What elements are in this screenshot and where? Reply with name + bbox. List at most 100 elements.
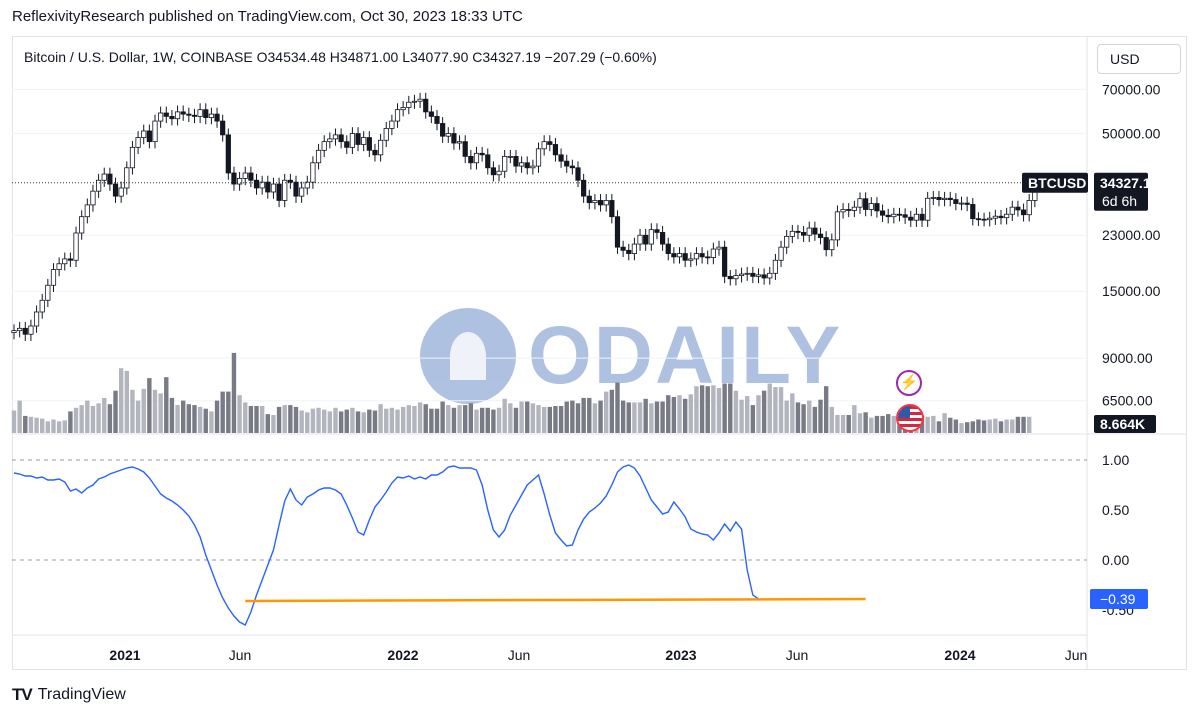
volume-bar bbox=[592, 403, 598, 433]
candle-body bbox=[473, 152, 480, 164]
candle-body bbox=[699, 253, 705, 258]
candle bbox=[84, 198, 90, 224]
volume-bar bbox=[733, 390, 739, 433]
candle-body bbox=[361, 137, 367, 145]
us-flag-icon[interactable] bbox=[896, 404, 924, 432]
candle-body bbox=[524, 162, 530, 169]
candle bbox=[112, 177, 119, 203]
candle bbox=[885, 208, 891, 224]
volume-bar bbox=[305, 412, 310, 433]
candle bbox=[829, 233, 835, 257]
candle-body bbox=[321, 141, 327, 151]
volume-bar bbox=[17, 400, 22, 433]
candle-body bbox=[637, 234, 643, 245]
volume-bar bbox=[40, 418, 45, 433]
volume-bar bbox=[333, 407, 338, 433]
candle bbox=[665, 237, 671, 261]
volume-bar bbox=[948, 417, 953, 433]
candle bbox=[208, 107, 214, 125]
candle-body bbox=[124, 167, 130, 189]
candle bbox=[50, 263, 57, 292]
candle-body bbox=[22, 327, 28, 335]
volume-bar bbox=[463, 405, 468, 433]
volume-bar bbox=[107, 404, 113, 433]
candle bbox=[992, 209, 998, 225]
volume-bar bbox=[412, 406, 417, 433]
volume-bar bbox=[169, 397, 175, 433]
candle bbox=[772, 253, 779, 281]
candle bbox=[558, 148, 564, 168]
candle-body bbox=[236, 178, 243, 185]
volume-bar bbox=[637, 402, 643, 433]
volume-bar bbox=[711, 385, 716, 433]
candle bbox=[253, 173, 260, 195]
volume-bar bbox=[310, 408, 316, 433]
candle-body bbox=[620, 246, 626, 251]
candle bbox=[473, 146, 480, 170]
candle-body bbox=[366, 137, 372, 151]
candle bbox=[778, 240, 784, 267]
candle bbox=[575, 161, 581, 187]
candle bbox=[648, 223, 654, 251]
volume-bar bbox=[626, 402, 631, 433]
volume-bar bbox=[682, 398, 688, 433]
volume-bar bbox=[598, 400, 603, 433]
candle-body bbox=[141, 130, 147, 138]
candle bbox=[451, 127, 457, 150]
lightning-icon[interactable]: ⚡ bbox=[896, 370, 922, 396]
candle-body bbox=[507, 155, 513, 158]
candle bbox=[73, 226, 79, 267]
volume-bar bbox=[446, 405, 451, 433]
candle bbox=[299, 181, 305, 203]
candle bbox=[389, 114, 395, 136]
volume-bar bbox=[942, 413, 947, 433]
candle-body bbox=[389, 120, 395, 129]
candle-body bbox=[784, 235, 790, 248]
volume-bar bbox=[130, 389, 135, 433]
candle-body bbox=[299, 187, 305, 197]
candle bbox=[56, 257, 62, 277]
currency-button[interactable]: USD bbox=[1097, 44, 1181, 74]
volume-bar bbox=[479, 407, 485, 433]
candle bbox=[789, 224, 795, 244]
candle bbox=[434, 110, 440, 131]
candle bbox=[840, 203, 846, 219]
candle-body bbox=[930, 197, 936, 199]
candle bbox=[868, 197, 874, 217]
candle-body bbox=[676, 253, 683, 258]
candle bbox=[248, 166, 254, 187]
candle bbox=[191, 108, 198, 124]
volume-bar bbox=[931, 415, 936, 433]
volume-bar bbox=[541, 406, 547, 433]
volume-bar bbox=[790, 393, 795, 433]
volume-bar bbox=[231, 352, 237, 433]
candle bbox=[129, 140, 136, 175]
candle-body bbox=[958, 202, 965, 205]
volume-bar bbox=[705, 386, 710, 433]
indicator-tick-label: 0.50 bbox=[1102, 502, 1129, 518]
candle-body bbox=[896, 213, 903, 216]
candle bbox=[377, 133, 384, 162]
candle-body bbox=[456, 141, 463, 144]
candle bbox=[998, 209, 1004, 225]
candle bbox=[919, 207, 925, 227]
indicator-tick-label: 1.00 bbox=[1102, 452, 1129, 468]
volume-bar bbox=[28, 416, 34, 433]
candle-body bbox=[163, 112, 169, 117]
volume-bar bbox=[761, 390, 767, 433]
candle bbox=[547, 135, 553, 152]
volume-bar bbox=[152, 389, 158, 433]
candle-body bbox=[530, 165, 536, 169]
candle-body bbox=[265, 181, 271, 193]
volume-label-bg bbox=[1094, 415, 1156, 433]
volume-bar bbox=[293, 406, 299, 433]
candle bbox=[332, 128, 339, 146]
volume-bar bbox=[372, 410, 378, 433]
candle bbox=[135, 131, 141, 155]
candle-body bbox=[383, 128, 389, 141]
volume-bar bbox=[513, 407, 519, 433]
candle-body bbox=[812, 227, 818, 235]
volume-bar bbox=[936, 421, 942, 433]
candle-body bbox=[1020, 209, 1027, 216]
